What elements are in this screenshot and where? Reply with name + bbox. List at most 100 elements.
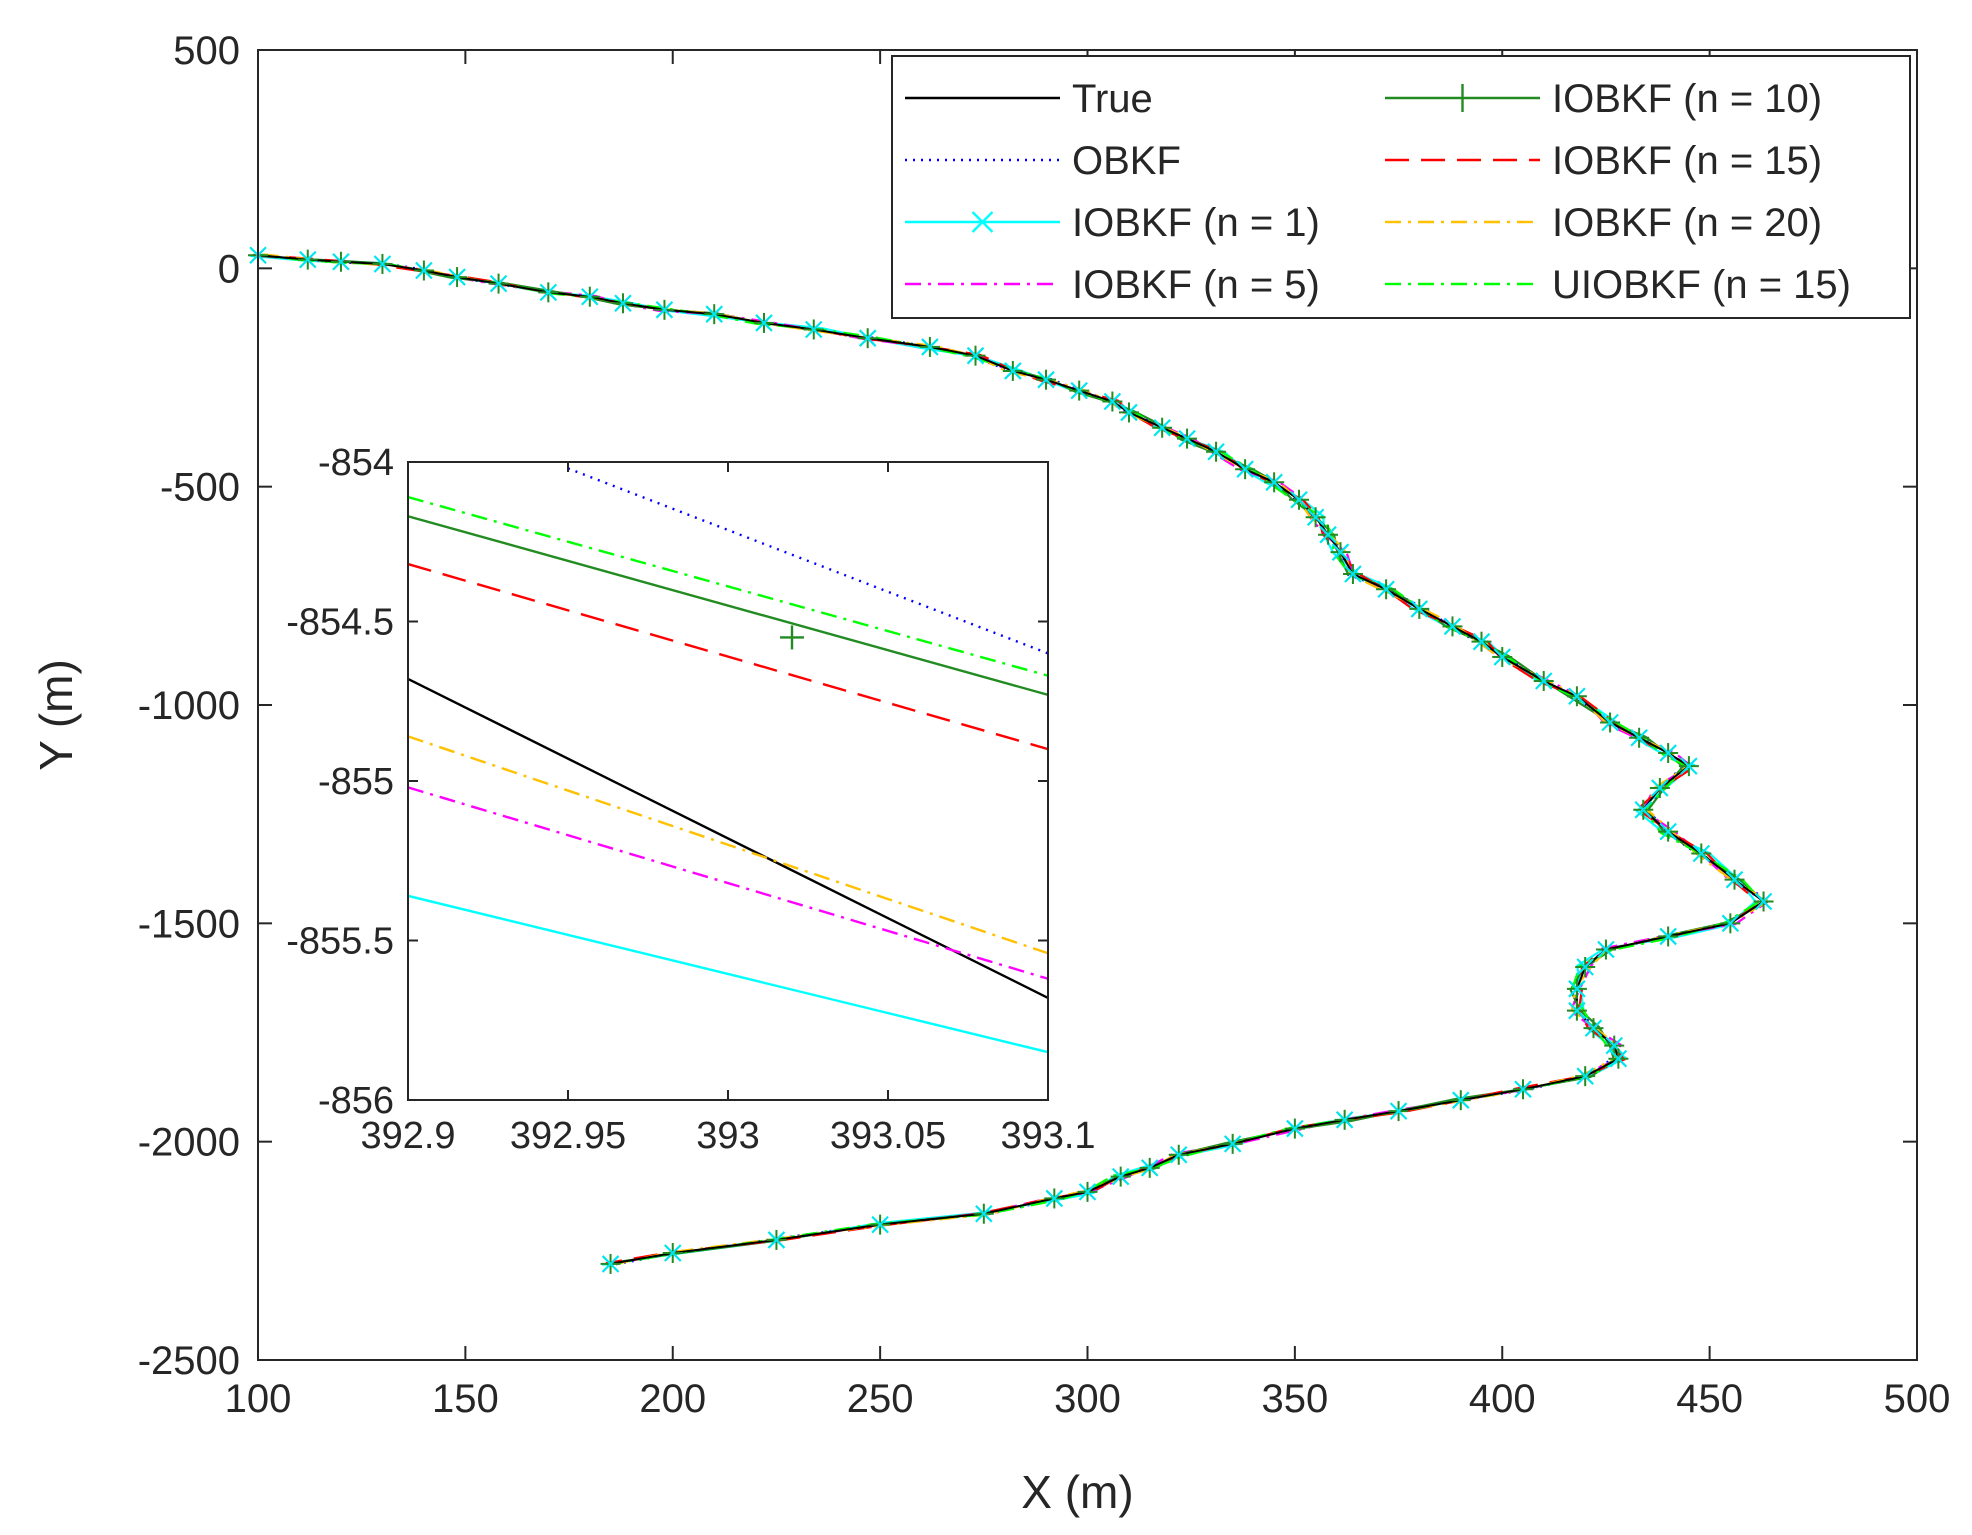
inset-plot-area bbox=[408, 462, 1048, 1100]
y-tick-label: 0 bbox=[218, 247, 240, 291]
series-point bbox=[579, 286, 600, 307]
legend-label: IOBKF (n = 10) bbox=[1552, 77, 1822, 121]
series-point bbox=[1388, 1101, 1409, 1122]
series-point bbox=[1110, 1166, 1131, 1187]
x-marker-b bbox=[332, 253, 350, 271]
x-marker-b bbox=[581, 287, 599, 306]
x-marker-b bbox=[755, 314, 773, 332]
legend-entry: True bbox=[905, 77, 1153, 121]
x-marker-b bbox=[1451, 1091, 1470, 1109]
series-point bbox=[1044, 1188, 1065, 1209]
legend-label: UIOBKF (n = 15) bbox=[1552, 263, 1851, 307]
x-marker-b bbox=[1120, 403, 1138, 422]
inset-y-tick-label: -855.5 bbox=[286, 921, 394, 963]
series-point bbox=[1376, 579, 1397, 600]
series-point bbox=[1409, 598, 1430, 619]
legend-entry: OBKF bbox=[905, 139, 1181, 183]
x-marker-b bbox=[1568, 687, 1586, 706]
series-point bbox=[1206, 441, 1227, 462]
series-point bbox=[1608, 1048, 1629, 1069]
series-point bbox=[753, 312, 774, 333]
x-marker-b bbox=[1659, 744, 1677, 762]
series-point bbox=[538, 282, 559, 303]
x-marker-b bbox=[1568, 1001, 1586, 1020]
x-marker-b bbox=[489, 274, 508, 293]
x-marker-b bbox=[1070, 381, 1088, 400]
x-marker-b bbox=[1472, 632, 1491, 651]
series-point bbox=[1330, 542, 1351, 563]
series-point bbox=[1152, 417, 1173, 438]
x-marker-b bbox=[1576, 958, 1594, 976]
x-marker-b bbox=[1443, 617, 1462, 636]
series-point bbox=[1450, 1090, 1471, 1111]
x-marker-b bbox=[539, 283, 558, 302]
y-tick-label: -1500 bbox=[138, 902, 240, 946]
x-tick-label: 100 bbox=[225, 1377, 292, 1421]
series-point bbox=[1691, 843, 1712, 864]
series-point bbox=[297, 249, 318, 270]
x-tick-label: 200 bbox=[639, 1377, 706, 1421]
inset-x-tick-label: 393.1 bbox=[1000, 1115, 1095, 1157]
x-marker-b bbox=[1335, 1111, 1354, 1129]
series-point bbox=[1235, 459, 1256, 480]
legend-label: IOBKF (n = 15) bbox=[1552, 139, 1822, 183]
x-marker-b bbox=[858, 329, 877, 347]
series-point bbox=[488, 273, 509, 294]
x-marker-b bbox=[655, 301, 674, 319]
x-marker-b bbox=[1680, 757, 1698, 775]
series-point bbox=[1118, 402, 1139, 423]
x-tick-label: 450 bbox=[1676, 1377, 1743, 1421]
x-marker-b bbox=[1037, 370, 1055, 389]
series-point bbox=[1168, 1144, 1189, 1165]
series-point bbox=[1342, 564, 1363, 584]
series-point bbox=[1442, 616, 1463, 637]
legend-entry: IOBKF (n = 15) bbox=[1385, 139, 1822, 183]
series-point bbox=[413, 260, 434, 281]
series-point bbox=[1583, 1018, 1604, 1039]
series-point bbox=[1002, 360, 1023, 381]
x-marker-b bbox=[1140, 1159, 1159, 1177]
inset-series-line-1 bbox=[567, 467, 1048, 655]
series-point bbox=[1077, 1181, 1098, 1202]
legend-entry: IOBKF (n = 10) bbox=[1385, 77, 1822, 121]
series-point bbox=[1318, 524, 1339, 545]
series-point bbox=[1595, 939, 1616, 960]
series-point bbox=[612, 293, 633, 314]
legend-entry: IOBKF (n = 1) bbox=[905, 201, 1320, 245]
legend-box bbox=[891, 55, 1911, 319]
x-marker-b bbox=[1659, 927, 1677, 946]
x-marker-b bbox=[1721, 914, 1740, 933]
x-marker-b bbox=[1609, 1049, 1628, 1068]
x-marker-b bbox=[1153, 418, 1171, 437]
x-marker-b bbox=[1331, 543, 1350, 561]
series-point bbox=[1139, 1157, 1160, 1178]
series-point bbox=[1724, 869, 1745, 890]
inset-series-line-3 bbox=[408, 786, 1048, 980]
series-point bbox=[1264, 472, 1285, 493]
x-marker-b bbox=[448, 268, 466, 286]
series-point bbox=[447, 267, 468, 288]
x-marker-b bbox=[1004, 362, 1022, 380]
x-marker-b bbox=[1597, 940, 1615, 959]
inset-x-tick-label: 392.9 bbox=[360, 1115, 455, 1157]
x-marker-b bbox=[1344, 565, 1362, 583]
series-point bbox=[919, 336, 940, 357]
series-point bbox=[870, 1214, 891, 1235]
inset-x-tick-label: 393.05 bbox=[830, 1115, 946, 1157]
legend-label: IOBKF (n = 20) bbox=[1552, 201, 1822, 245]
series-point bbox=[857, 328, 878, 349]
series-point bbox=[1629, 727, 1650, 748]
y-tick-label: -2000 bbox=[138, 1121, 240, 1165]
series-point bbox=[1566, 978, 1587, 999]
inset-x-tick-label: 392.95 bbox=[510, 1115, 626, 1157]
x-marker-b bbox=[1078, 1183, 1097, 1201]
x-marker-b bbox=[1725, 870, 1744, 889]
series-point bbox=[1222, 1133, 1243, 1154]
series-point bbox=[1600, 712, 1621, 733]
series-point bbox=[965, 345, 986, 366]
series-point bbox=[1512, 1079, 1533, 1100]
x-marker-b bbox=[1630, 728, 1648, 747]
x-marker-b bbox=[1389, 1102, 1408, 1120]
legend-entry: IOBKF (n = 20) bbox=[1385, 201, 1822, 245]
